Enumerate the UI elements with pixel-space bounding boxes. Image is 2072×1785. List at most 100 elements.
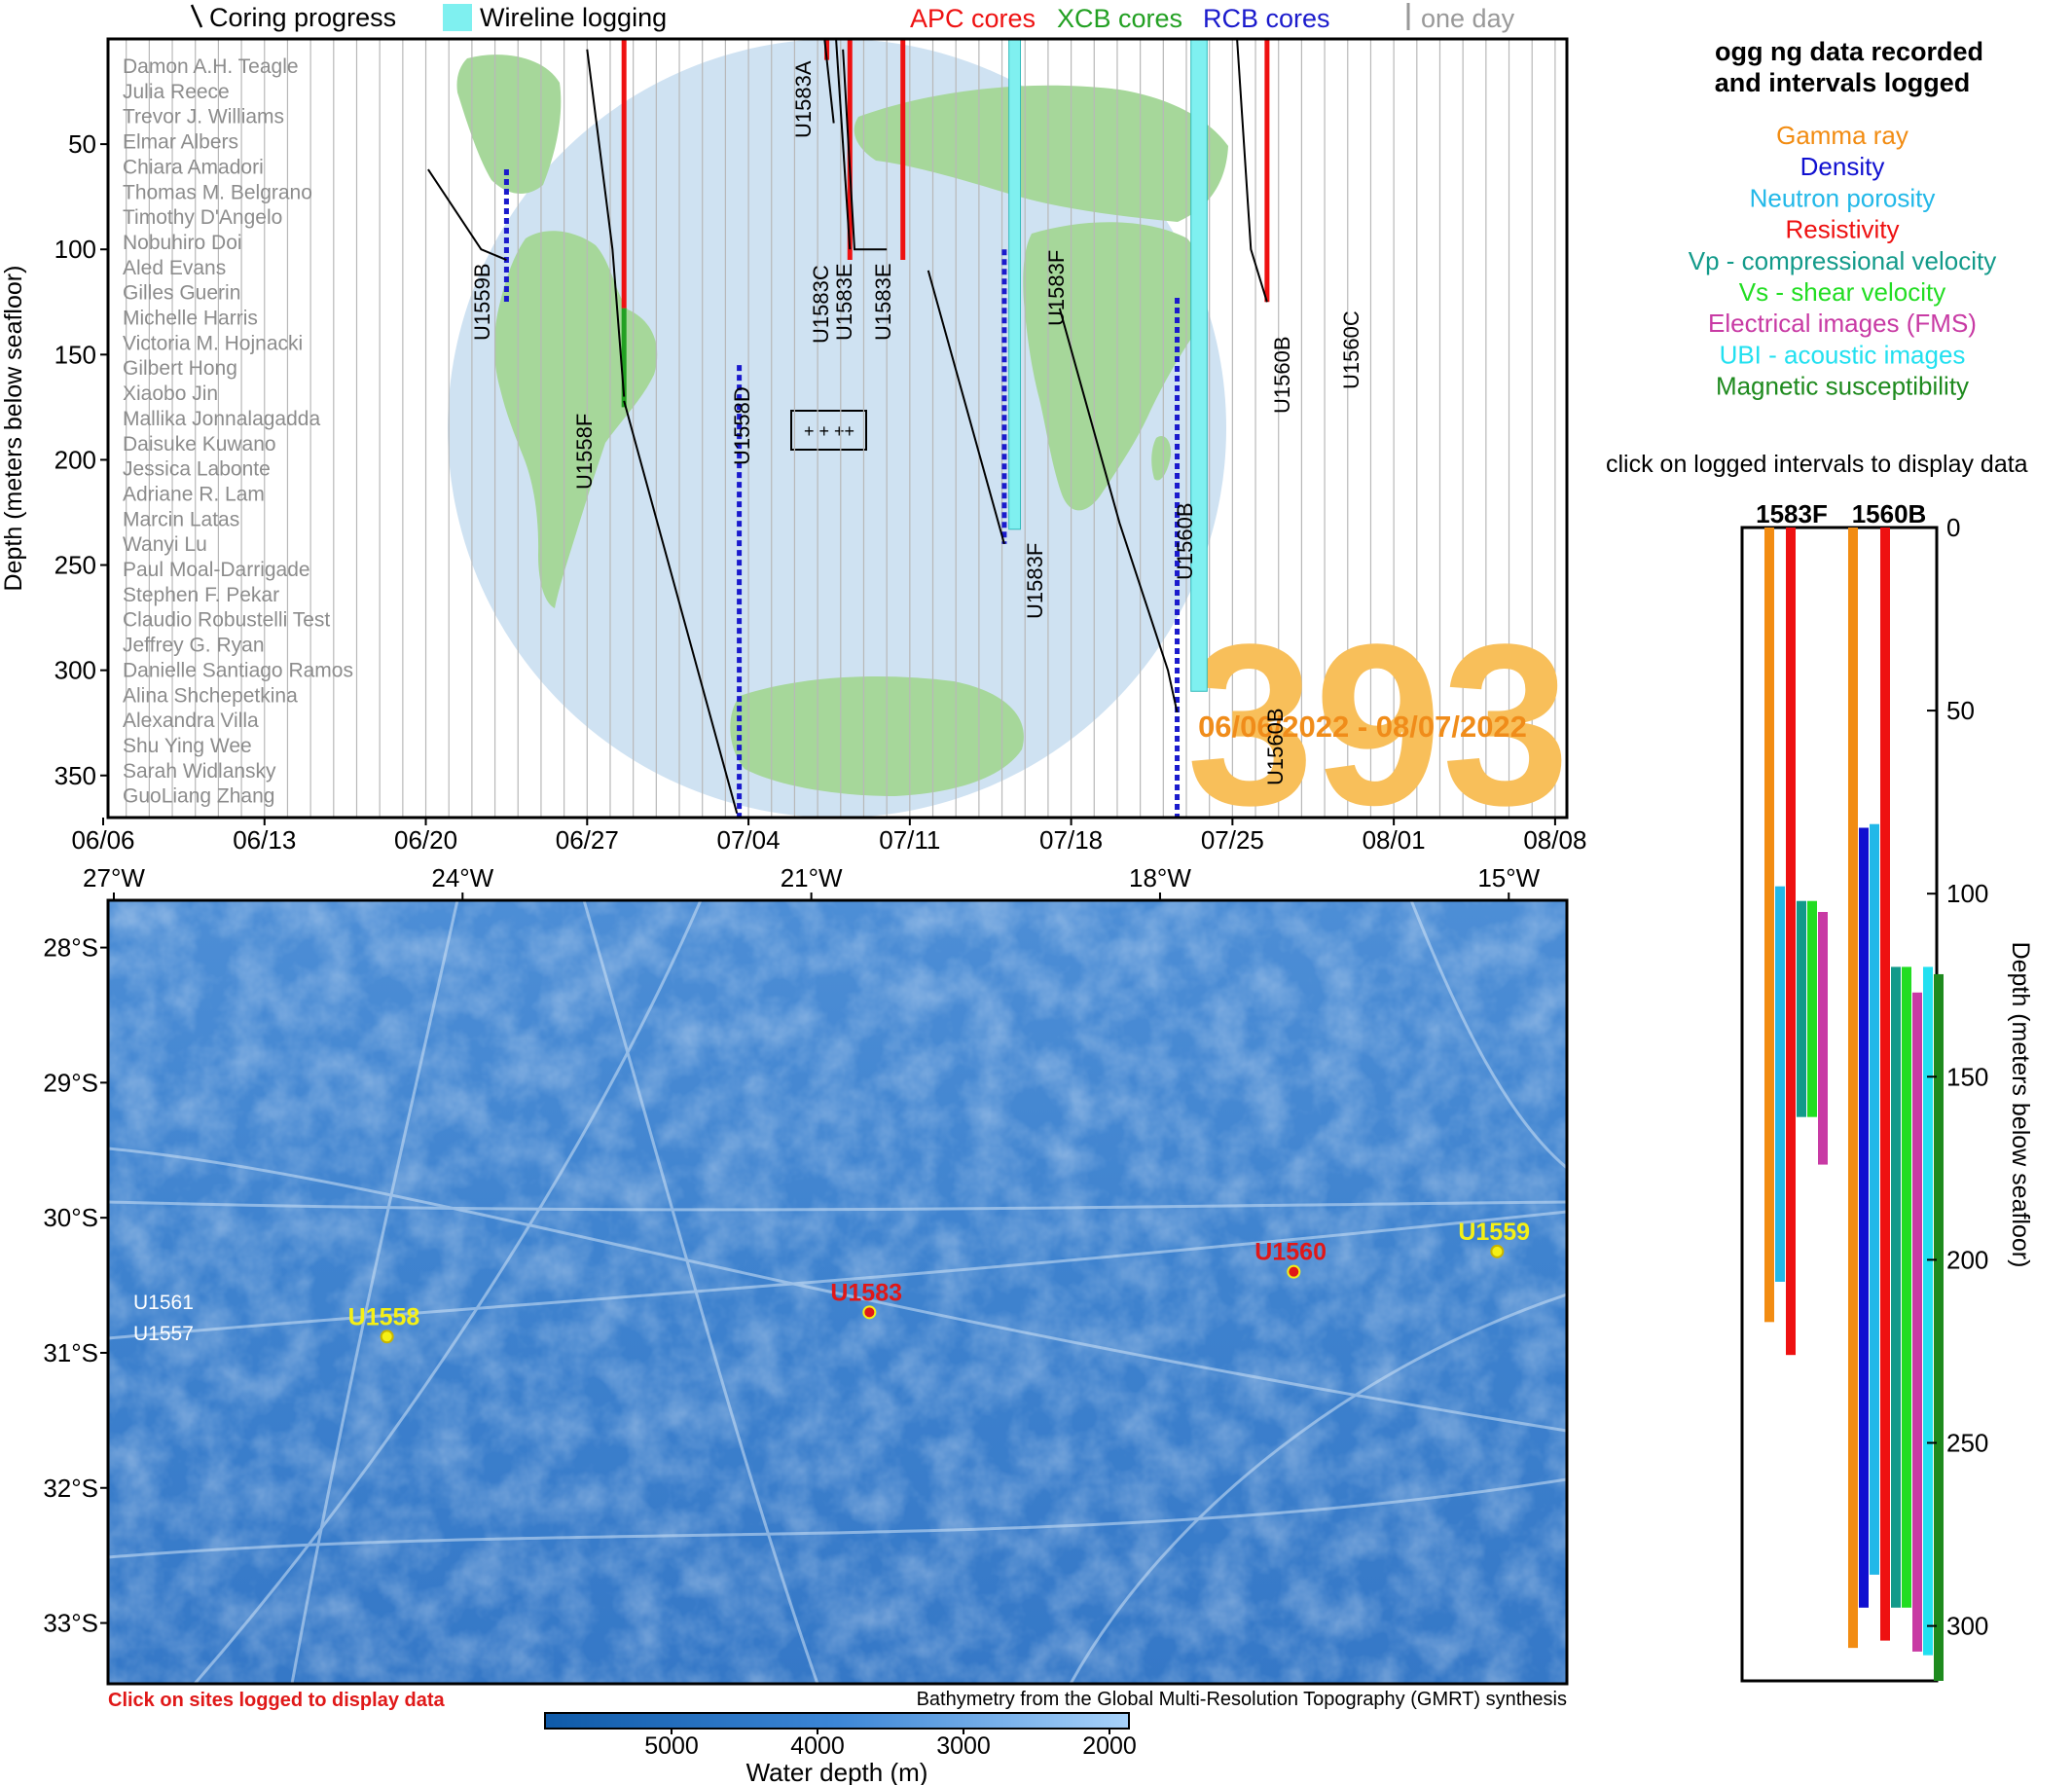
colorbar-label: Water depth (m): [746, 1758, 928, 1785]
logged-hole-label: 1583F: [1756, 499, 1828, 528]
hole-label: U1560C: [1339, 310, 1363, 389]
site-label[interactable]: U1559: [1458, 1219, 1530, 1246]
x-tick-label: 07/25: [1201, 825, 1264, 855]
logged-interval-bar[interactable]: [1880, 528, 1890, 1641]
logged-interval-bar[interactable]: [1870, 823, 1879, 1575]
coring-progress-line: [427, 168, 507, 261]
site-label[interactable]: U1583: [830, 1279, 902, 1306]
legend-item: Neutron porosity: [1750, 183, 1936, 212]
lon-tick-label: 27°W: [83, 863, 145, 892]
legend-item: Vp - compressional velocity: [1689, 246, 1996, 275]
logged-interval-bar[interactable]: [1891, 966, 1901, 1608]
xcb-label: XCB cores: [1057, 4, 1182, 33]
coring-progress-swatch: [190, 4, 203, 28]
globe-illustration: + + ++: [448, 39, 1228, 818]
logged-depth-tick-label: 0: [1946, 513, 1960, 542]
participant-name: Shu Ying Wee: [123, 735, 252, 757]
participant-name: Stephen F. Pekar: [123, 584, 279, 606]
legend-click-note: click on logged intervals to display dat…: [1606, 451, 2028, 478]
globe-site-marks: + + ++: [804, 421, 854, 441]
legend-item: UBI - acoustic images: [1720, 340, 1966, 369]
logged-interval-bar[interactable]: [1848, 528, 1858, 1649]
wireline-interval[interactable]: [1190, 39, 1208, 692]
logged-interval-bar[interactable]: [1807, 900, 1817, 1117]
participant-name: GuoLiang Zhang: [123, 785, 274, 808]
participant-name: Alexandra Villa: [123, 710, 259, 732]
hole-label: U1558D: [730, 386, 754, 465]
site-marker[interactable]: [862, 1305, 877, 1320]
participant-name: Daisuke Kuwano: [123, 433, 276, 455]
expedition-dates: 06/06/2022 - 08/07/2022: [1198, 710, 1527, 744]
participant-name: Damon A.H. Teagle: [123, 55, 299, 78]
lat-tick-label: 33°S: [43, 1609, 98, 1638]
one-day-label: one day: [1421, 4, 1515, 33]
colorbar-tick-label: 5000: [644, 1732, 699, 1760]
legend-item: Resistivity: [1785, 215, 1899, 244]
legend-title-line2: and intervals logged: [1715, 68, 1971, 97]
logged-interval-bar[interactable]: [1923, 966, 1933, 1656]
site-label[interactable]: U1560: [1254, 1239, 1327, 1266]
wireline-label: Wireline logging: [480, 3, 667, 32]
map-fracture-zones: [108, 900, 1567, 1684]
logged-interval-bar[interactable]: [1934, 973, 1944, 1681]
wireline-intervals[interactable]: [1008, 39, 1208, 692]
participant-name: Wanyi Lu: [123, 533, 207, 556]
hole-label: U1583C: [809, 265, 833, 344]
coring-progress-lines: [427, 39, 1268, 814]
expedition-number: 393: [1186, 597, 1570, 854]
x-tick-label: 07/04: [717, 825, 781, 855]
participant-name: Thomas M. Belgrano: [123, 181, 312, 203]
hole-label: U1560B: [1263, 708, 1288, 785]
x-tick-label: 07/11: [879, 825, 940, 855]
lon-tick-label: 18°W: [1129, 863, 1191, 892]
site-marker[interactable]: [1287, 1264, 1301, 1279]
participant-name: Aled Evans: [123, 257, 226, 279]
logged-interval-bar[interactable]: [1775, 886, 1785, 1282]
bathymetry-map: 27°W 24°W 21°W 18°W 15°W 28°S 29°S 30°S 31°S 32°…: [43, 863, 1569, 1785]
participant-name: Victoria M. Hojnacki: [123, 332, 303, 354]
logged-hole-labels: 1583F 1560B: [1756, 499, 1926, 528]
wireline-interval[interactable]: [1008, 39, 1021, 530]
site-marker[interactable]: [1490, 1244, 1505, 1258]
hole-label: U1558F: [572, 414, 597, 490]
apc-label: APC cores: [910, 4, 1036, 33]
lat-tick-label: 28°S: [43, 933, 98, 963]
x-tick-label: 06/27: [556, 825, 619, 855]
globe-land-madagascar: [1151, 436, 1172, 481]
legend-item: Magnetic susceptibility: [1716, 372, 1969, 401]
site-marker[interactable]: [380, 1330, 394, 1344]
x-tick-label: 08/08: [1523, 825, 1586, 855]
map-click-note[interactable]: Click on sites logged to display data: [108, 1690, 446, 1711]
participant-name: Elmar Albers: [123, 131, 238, 154]
logged-interval-bar[interactable]: [1818, 912, 1828, 1165]
y-tick-label: 150: [55, 340, 96, 369]
lat-tick-label: 31°S: [43, 1338, 98, 1367]
coring-progress-label: Coring progress: [209, 3, 396, 32]
colorbar-tick-label: 3000: [936, 1732, 991, 1760]
legend-title-line1: ogg ng data recorded: [1715, 37, 1983, 66]
logging-legend: ogg ng data recorded and intervals logge…: [1606, 37, 2028, 478]
logged-interval-bar[interactable]: [1764, 528, 1774, 1323]
logged-interval-bar[interactable]: [1912, 992, 1922, 1652]
participant-list: Damon A.H. Teagle Julia Reece Trevor J. Wi…: [123, 55, 353, 808]
hole-label: U1583A: [791, 60, 816, 138]
y-tick-label: 250: [55, 551, 96, 580]
wireline-swatch: [443, 4, 472, 31]
site-label[interactable]: U1558: [348, 1303, 420, 1330]
logged-interval-bar[interactable]: [1902, 966, 1911, 1608]
participant-name: Michelle Harris: [123, 308, 258, 330]
x-tick-label: 07/18: [1039, 825, 1103, 855]
logged-interval-bars[interactable]: [1764, 528, 1944, 1681]
map-sites[interactable]: U1558 U1583 U1560 U1559: [348, 1219, 1530, 1344]
coring-progress-line: [1058, 308, 1179, 713]
logged-interval-bar[interactable]: [1859, 827, 1869, 1608]
hole-label: U1559B: [470, 263, 494, 341]
coring-progress-line: [623, 400, 739, 814]
logged-interval-bar[interactable]: [1786, 528, 1796, 1356]
logged-depth-tick-label: 300: [1946, 1612, 1988, 1641]
logged-interval-bar[interactable]: [1797, 900, 1806, 1117]
colorbar-gradient: [544, 1712, 1130, 1730]
map-longitude-axis: 27°W 24°W 21°W 18°W 15°W: [83, 863, 1541, 900]
